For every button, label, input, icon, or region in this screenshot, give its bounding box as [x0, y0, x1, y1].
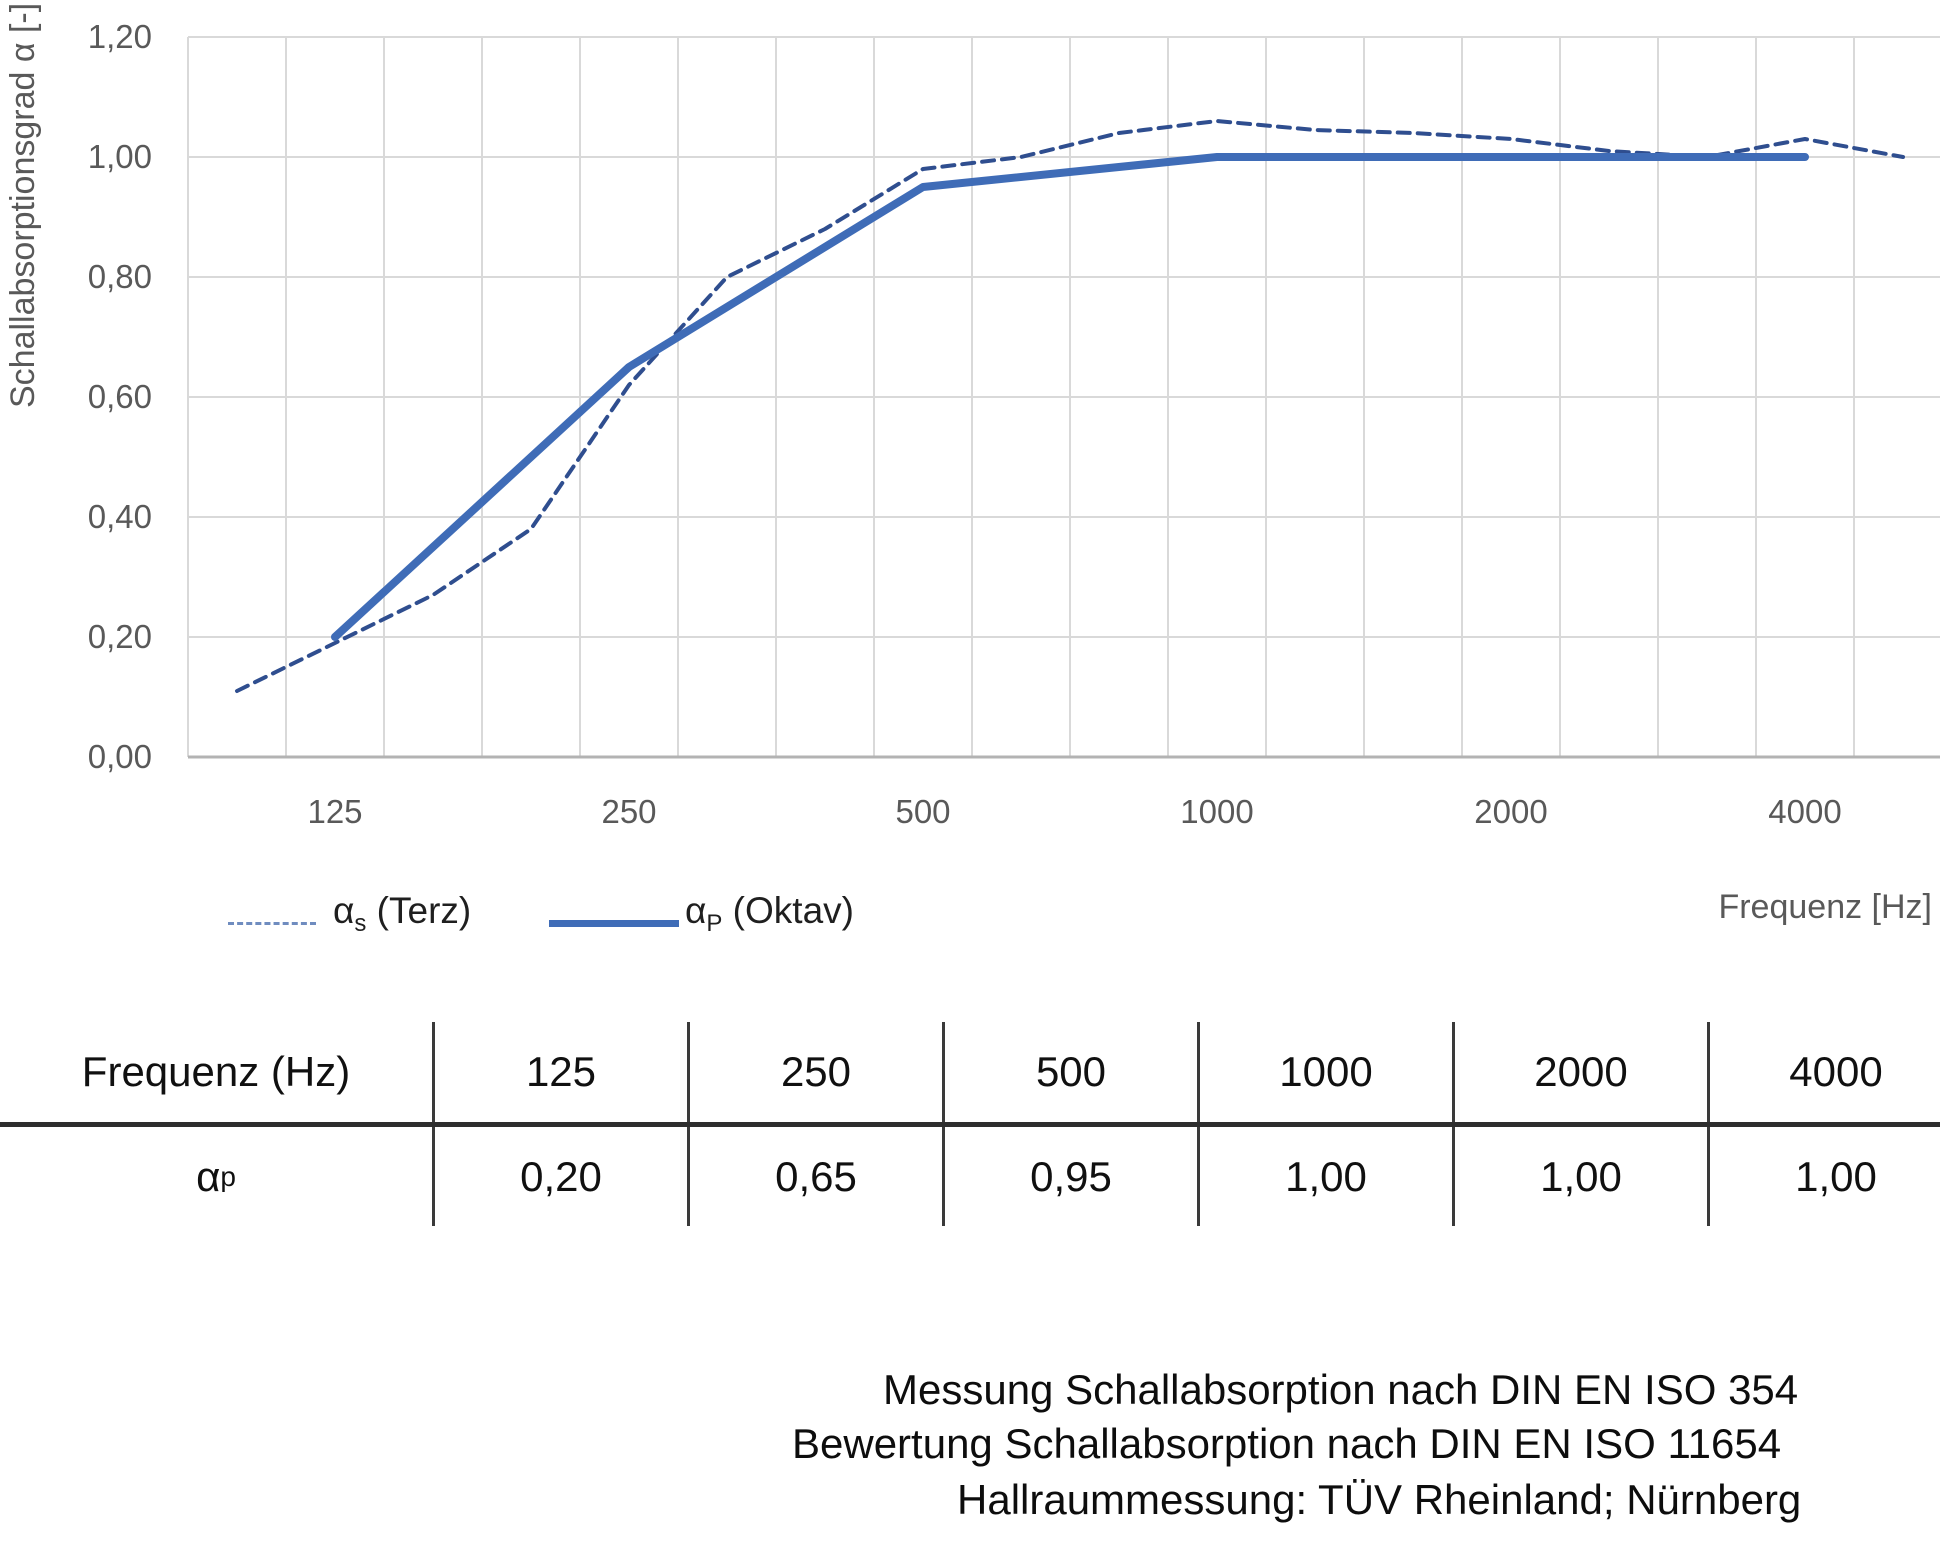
table-header-cell: 1000 — [1197, 1022, 1452, 1122]
table-value-cell: 0,95 — [942, 1127, 1197, 1226]
alpha-subscript: p — [220, 1160, 236, 1192]
table-header-row: Frequenz (Hz) 125 250 500 1000 2000 4000 — [0, 1022, 1940, 1122]
table-header-cell: 500 — [942, 1022, 1197, 1122]
alpha-symbol: α — [196, 1152, 221, 1200]
legend-label-terz-text: (Terz) — [366, 890, 472, 931]
y-tick-label: 0,60 — [87, 378, 152, 415]
alpha-subscript: P — [706, 910, 723, 937]
table-value-cell: 1,00 — [1452, 1127, 1707, 1226]
y-axis-title: Schallabsorptionsgrad α [-] — [4, 2, 42, 408]
legend-label-terz: αs (Terz) — [333, 890, 471, 938]
y-tick-label: 1,00 — [87, 138, 152, 175]
table-header-cell: 4000 — [1707, 1022, 1940, 1122]
x-tick-label: 1000 — [1180, 793, 1254, 830]
absorption-values-table: Frequenz (Hz) 125 250 500 1000 2000 4000 α p 0,2… — [0, 1022, 1940, 1227]
y-tick-label: 0,80 — [87, 258, 152, 295]
x-tick-label: 4000 — [1768, 793, 1842, 830]
x-tick-label: 500 — [895, 793, 951, 830]
x-tick-label: 2000 — [1474, 793, 1548, 830]
x-tick-label: 125 — [307, 793, 363, 830]
absorption-chart-area: Schallabsorptionsgrad α [-] 1,20 1,00 0,80… — [4, 2, 1940, 830]
footer-rating-note: Bewertung Schallabsorption nach DIN EN I… — [792, 1420, 1782, 1467]
table-header-cell: 2000 — [1452, 1022, 1707, 1122]
table-value-cell: 1,00 — [1707, 1127, 1940, 1226]
alpha-subscript: s — [354, 910, 367, 937]
series-alpha-s-terz — [235, 119, 1905, 693]
y-tick-label: 1,20 — [87, 18, 152, 55]
legend-dashed-line-swatch — [228, 922, 316, 925]
table-value-cell: 0,20 — [432, 1127, 687, 1226]
footer-lab-note: Hallraummessung: TÜV Rheinland; Nürnberg — [957, 1476, 1802, 1523]
y-tick-label: 0,00 — [87, 738, 152, 775]
table-value-cell: 0,65 — [687, 1127, 942, 1226]
x-tick-label: 250 — [601, 793, 657, 830]
table-divider-line — [0, 1122, 1940, 1127]
series-alpha-p-oktav — [331, 153, 1809, 641]
table-value-cell: 1,00 — [1197, 1127, 1452, 1226]
alpha-symbol: α — [333, 890, 355, 931]
alpha-symbol: α — [685, 890, 707, 931]
absorption-chart — [187, 36, 1940, 759]
table-header-frequency-label: Frequenz (Hz) — [81, 1048, 351, 1095]
y-tick-label: 0,20 — [87, 618, 152, 655]
table-value-row: α p 0,20 0,65 0,95 1,00 1,00 1,00 — [0, 1127, 1940, 1226]
legend-label-oktav-text: (Oktav) — [722, 890, 854, 931]
legend-solid-line-swatch — [549, 920, 679, 927]
y-tick-label: 0,40 — [87, 498, 152, 535]
legend: αs (Terz) αP (Oktav) — [0, 880, 1100, 960]
x-axis-title: Frequenz [Hz] — [1718, 888, 1932, 926]
footer-measurement-note: Messung Schallabsorption nach DIN EN ISO… — [883, 1366, 1799, 1413]
table-header-cell: 250 — [687, 1022, 942, 1122]
table-header-cell: 125 — [432, 1022, 687, 1122]
legend-label-oktav: αP (Oktav) — [685, 890, 854, 938]
